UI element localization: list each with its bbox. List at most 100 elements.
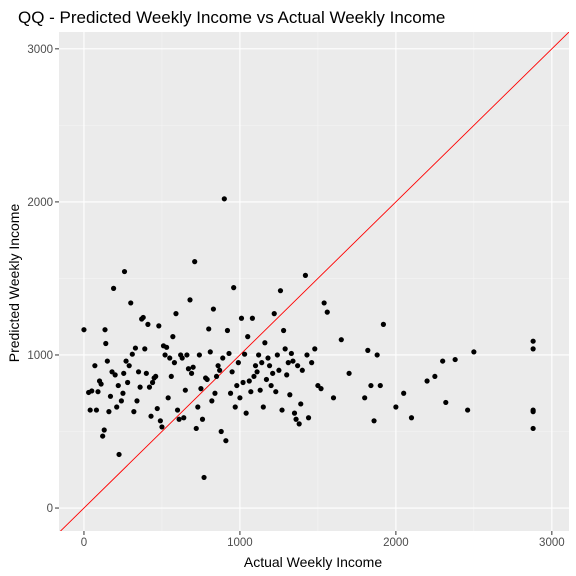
data-point — [101, 427, 107, 433]
data-point — [282, 346, 288, 352]
data-point — [204, 376, 210, 383]
x-axis-title: Actual Weekly Income — [244, 554, 382, 570]
data-point — [324, 309, 330, 315]
data-point — [259, 360, 265, 366]
data-point — [128, 300, 134, 306]
data-point — [432, 373, 438, 380]
data-point — [196, 352, 202, 358]
reference-line — [59, 32, 569, 531]
data-point — [268, 382, 274, 389]
data-point — [240, 379, 246, 386]
data-point — [277, 288, 284, 294]
x-tick-label: 1000 — [227, 537, 253, 549]
data-point — [176, 416, 182, 422]
data-point — [217, 367, 223, 373]
data-point — [154, 405, 160, 412]
data-point — [243, 410, 249, 416]
data-point — [263, 376, 270, 383]
data-point — [260, 404, 266, 410]
chart-title: QQ - Predicted Weekly Income vs Actual W… — [18, 8, 445, 27]
data-point — [262, 340, 268, 346]
data-point — [256, 352, 262, 358]
data-point — [452, 356, 458, 363]
data-point — [148, 413, 154, 419]
data-point — [305, 415, 312, 421]
data-point — [168, 373, 174, 380]
data-point — [443, 399, 449, 406]
data-point — [471, 349, 477, 355]
data-point — [179, 355, 185, 361]
data-point — [380, 321, 387, 327]
data-point — [188, 370, 195, 376]
data-point — [156, 323, 162, 329]
data-point — [338, 337, 344, 343]
data-point — [374, 352, 380, 358]
data-point — [226, 350, 232, 357]
data-point — [212, 390, 218, 396]
x-axis: 0 1000 2000 3000 — [81, 531, 565, 549]
data-point — [235, 360, 241, 366]
data-point — [530, 409, 536, 415]
data-point — [121, 268, 128, 275]
data-point — [408, 415, 415, 421]
data-point — [182, 387, 188, 393]
y-tick-label: 0 — [47, 503, 53, 515]
data-point — [241, 351, 248, 357]
data-point — [290, 358, 296, 364]
data-point — [193, 425, 199, 432]
data-point — [229, 369, 235, 375]
data-point — [251, 373, 257, 380]
data-point — [165, 395, 171, 401]
data-point — [221, 196, 227, 202]
data-point — [284, 372, 290, 378]
data-point — [129, 351, 135, 357]
data-point — [530, 338, 536, 344]
data-point — [273, 389, 279, 395]
data-point — [201, 474, 207, 481]
data-point — [112, 372, 118, 378]
data-point — [125, 379, 131, 386]
data-point — [215, 363, 221, 369]
data-point — [98, 381, 104, 387]
data-point — [131, 409, 137, 415]
data-point — [95, 389, 101, 395]
data-point — [134, 398, 140, 404]
data-point — [231, 285, 237, 291]
data-point — [257, 387, 263, 393]
data-point — [140, 314, 146, 321]
data-point — [266, 363, 273, 369]
data-point — [465, 407, 471, 413]
data-point — [167, 355, 173, 361]
data-point — [401, 390, 407, 396]
data-point — [102, 327, 108, 333]
data-point — [280, 327, 287, 334]
data-point — [157, 418, 163, 424]
data-point — [312, 346, 318, 352]
data-point — [171, 360, 178, 366]
data-point — [296, 421, 302, 427]
data-point — [195, 404, 201, 410]
data-point — [126, 363, 132, 369]
data-point — [365, 347, 371, 353]
data-point — [120, 390, 126, 396]
data-point — [238, 315, 245, 321]
data-point — [245, 334, 251, 340]
data-point — [237, 395, 243, 401]
data-point — [227, 390, 234, 396]
minor-gridlines — [59, 32, 569, 531]
reference-line-group — [59, 32, 569, 531]
data-point — [145, 321, 151, 327]
data-point — [252, 363, 259, 369]
data-point — [298, 401, 304, 407]
data-point — [368, 382, 374, 389]
data-point — [149, 379, 156, 386]
data-point — [173, 311, 179, 317]
data-point — [89, 388, 95, 394]
data-point — [100, 433, 106, 439]
data-point — [146, 384, 153, 390]
y-axis-title: Predicted Weekly Income — [6, 204, 22, 363]
data-point — [164, 344, 170, 350]
data-point — [265, 355, 271, 361]
data-point — [143, 370, 149, 376]
